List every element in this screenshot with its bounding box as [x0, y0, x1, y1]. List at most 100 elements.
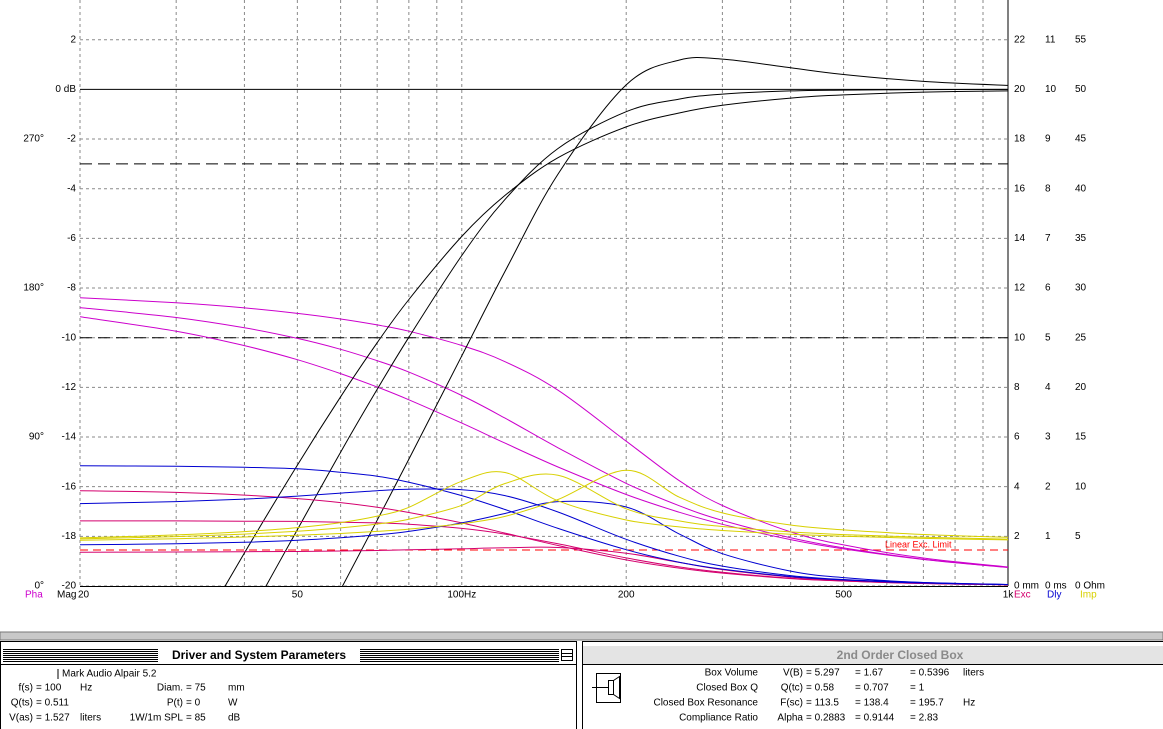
- speaker-box-icon: [592, 673, 621, 703]
- inactive-title-bar: [583, 646, 1163, 664]
- parameter-text: = 0.2883: [806, 713, 846, 724]
- y-tick-label: 9: [1045, 134, 1051, 145]
- parameter-text: Q(ts): [11, 698, 33, 709]
- y-tick-label: -6: [67, 233, 76, 244]
- y-tick-label: -4: [67, 183, 76, 194]
- curve: [224, 90, 1008, 586]
- y-tick-label: 14: [1014, 233, 1026, 244]
- y-tick-label: 8: [1014, 382, 1020, 393]
- parameter-text: = 0.707: [855, 683, 889, 694]
- parameter-text: Box Volume: [705, 668, 759, 679]
- parameter-text: Alpha: [777, 713, 803, 724]
- parameter-text: = 1.67: [855, 668, 884, 679]
- y-tick-label: 270°: [23, 134, 44, 145]
- parameter-text: F(sc): [780, 698, 803, 709]
- curve: [265, 88, 1008, 586]
- y-tick-label: 30: [1075, 283, 1087, 294]
- parameter-text: = 0.9144: [855, 713, 895, 724]
- y-tick-label: 15: [1075, 432, 1087, 443]
- y-tick-label: 18: [1014, 134, 1026, 145]
- y-tick-label: 35: [1075, 233, 1087, 244]
- parameter-text: 1W/1m SPL: [130, 713, 184, 724]
- legend-label: Imp: [1080, 590, 1097, 601]
- y-tick-label: -20: [62, 581, 77, 592]
- y-tick-label: 55: [1075, 34, 1087, 45]
- y-tick-label: 0 mm: [1014, 581, 1039, 592]
- parameter-text: Diam.: [157, 683, 183, 694]
- parameter-text: mm: [228, 683, 245, 694]
- y-tick-label: -2: [67, 134, 76, 145]
- curve: [80, 500, 1008, 585]
- y-tick-label: -16: [62, 481, 77, 492]
- parameter-text: V(B): [783, 668, 803, 679]
- y-tick-label: 5: [1075, 531, 1081, 542]
- parameter-text: dB: [228, 713, 241, 724]
- parameter-text: liters: [963, 668, 984, 679]
- y-tick-label: 5: [1045, 332, 1051, 343]
- x-tick-label: 1k: [1003, 590, 1015, 601]
- x-tick-label: 50: [292, 590, 304, 601]
- legend-label: Exc: [1014, 590, 1031, 601]
- title-backdrop: [158, 647, 360, 664]
- parameter-text: = 1.527: [36, 713, 70, 724]
- y-tick-label: 10: [1045, 84, 1057, 95]
- x-tick-label: 100Hz: [447, 590, 476, 601]
- parameter-text: = 100: [36, 683, 62, 694]
- y-tick-label: 0 ms: [1045, 581, 1067, 592]
- y-tick-label: -14: [62, 432, 77, 443]
- parameter-text: Q(tc): [781, 683, 803, 694]
- y-tick-label: 45: [1075, 134, 1087, 145]
- parameter-text: Hz: [80, 683, 92, 694]
- parameter-text: = 5.297: [806, 668, 840, 679]
- parameter-text: = 2.83: [910, 713, 939, 724]
- y-tick-label: 4: [1014, 481, 1020, 492]
- x-tick-label: 20: [78, 590, 90, 601]
- exc-limit-label: Linear Exc. Limit: [885, 539, 952, 549]
- parameter-text: liters: [80, 713, 101, 724]
- curve: [80, 473, 1008, 540]
- parameter-text: = 195.7: [910, 698, 944, 709]
- legend-label: Mag: [57, 590, 76, 601]
- y-tick-label: 180°: [23, 283, 44, 294]
- zoom-box[interactable]: [559, 648, 574, 662]
- panel-title: Driver and System Parameters: [172, 648, 346, 662]
- parameter-text: = 75: [186, 683, 206, 694]
- curve: [80, 469, 1008, 541]
- curve: [80, 520, 1008, 586]
- parameter-text: P(t): [167, 698, 183, 709]
- parameter-text: Hz: [963, 698, 975, 709]
- curve: [80, 465, 1008, 585]
- y-tick-label: 50: [1075, 84, 1087, 95]
- legend-label: Pha: [25, 590, 43, 601]
- curve: [80, 316, 1008, 568]
- parameter-text: = 0.58: [806, 683, 835, 694]
- y-tick-label: 12: [1014, 283, 1026, 294]
- y-tick-label: 3: [1045, 432, 1051, 443]
- curve: [80, 307, 1008, 568]
- curve: [80, 546, 1008, 586]
- parameter-text: Compliance Ratio: [679, 713, 758, 724]
- y-tick-label: 4: [1045, 382, 1051, 393]
- driver-name[interactable]: Mark Audio Alpair 5.2: [62, 669, 157, 680]
- y-tick-label: 2: [1045, 481, 1051, 492]
- y-tick-label: 20: [1014, 84, 1026, 95]
- y-tick-label: 22: [1014, 34, 1026, 45]
- legend-label: Dly: [1047, 590, 1061, 601]
- y-tick-label: 10: [1075, 481, 1087, 492]
- curve: [80, 488, 1008, 585]
- y-tick-label: -10: [62, 332, 77, 343]
- curve: [80, 471, 1008, 541]
- y-tick-label: -18: [62, 531, 77, 542]
- x-tick-label: 200: [618, 590, 635, 601]
- y-tick-label: 25: [1075, 332, 1087, 343]
- parameter-text: = 0: [186, 698, 201, 709]
- y-tick-label: 7: [1045, 233, 1051, 244]
- parameter-text: = 85: [186, 713, 206, 724]
- y-tick-label: 6: [1045, 283, 1051, 294]
- x-tick-label: 500: [835, 590, 852, 601]
- y-tick-label: 16: [1014, 183, 1026, 194]
- y-tick-label: 8: [1045, 183, 1051, 194]
- y-tick-label: -8: [67, 283, 76, 294]
- y-tick-label: 10: [1014, 332, 1026, 343]
